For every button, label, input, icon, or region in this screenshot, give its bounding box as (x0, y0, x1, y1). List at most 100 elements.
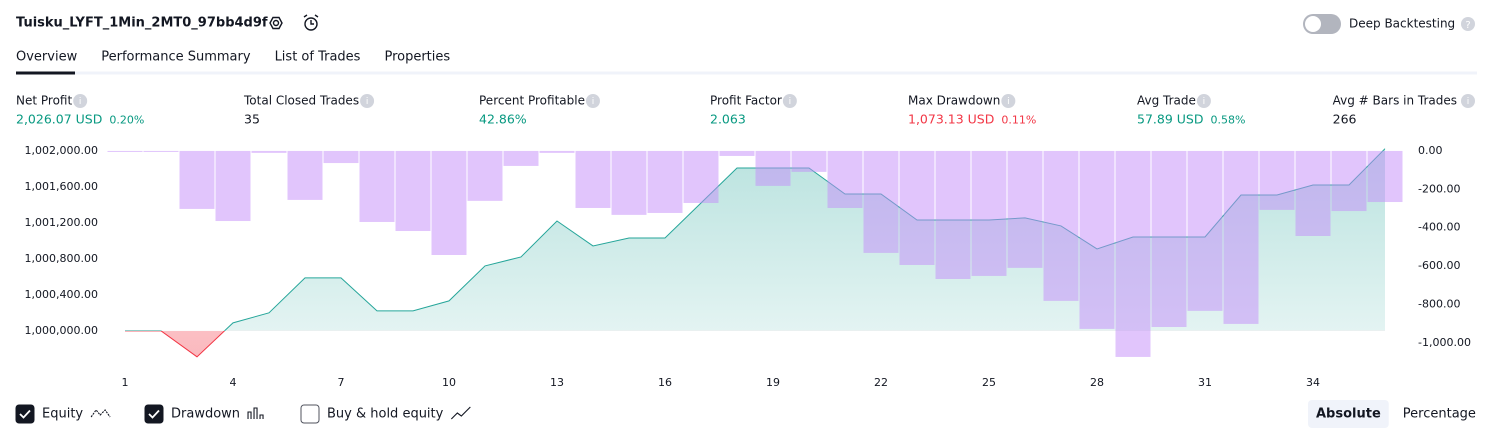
legend-icon (450, 406, 471, 420)
legend-icon (247, 407, 264, 419)
y-tick-label: 1,000,400.00 (25, 288, 98, 301)
y2-tick-label: 0.00 (1418, 144, 1443, 157)
drawdown-bar (215, 150, 251, 222)
drawdown-bar (323, 150, 359, 164)
info-icon[interactable] (360, 94, 375, 108)
stat-label: Avg # Bars in Trades (1333, 94, 1457, 108)
x-tick-label: 1 (122, 376, 129, 389)
stat-change: 0.58% (1210, 114, 1245, 127)
drawdown-bar (611, 150, 647, 215)
x-tick-label: 4 (230, 376, 237, 389)
stat-label: Max Drawdown (908, 94, 1000, 108)
scale-button[interactable]: Percentage (1395, 400, 1484, 428)
info-glyph: i (1203, 97, 1206, 107)
stat-label: Profit Factor (710, 94, 782, 108)
tab[interactable]: Overview (16, 50, 78, 65)
drawdown-bar (1007, 150, 1043, 268)
stat-value: 266 (1333, 112, 1357, 127)
x-tick-label: 25 (982, 376, 996, 389)
info-glyph: i (789, 97, 792, 107)
svg-text:?: ? (1465, 20, 1470, 31)
drawdown-bar (1079, 150, 1115, 329)
drawdown-bar (683, 150, 719, 203)
drawdown-bar (1151, 150, 1187, 327)
scale-button[interactable]: Absolute (1308, 400, 1389, 428)
button-label: Percentage (1403, 407, 1476, 422)
info-icon[interactable] (1196, 94, 1211, 108)
y-tick-label: 1,000,000.00 (25, 324, 98, 337)
drawdown-bar (287, 150, 323, 200)
y2-tick-label: -800.00 (1418, 298, 1460, 311)
legend-label: Drawdown (171, 407, 240, 422)
info-glyph: i (1007, 97, 1010, 107)
stat-label: Avg Trade (1137, 94, 1196, 108)
y-tick-label: 1,002,000.00 (25, 144, 98, 157)
settings-icon[interactable] (269, 16, 283, 30)
drawdown-bar (899, 150, 935, 265)
stat-label: Percent Profitable (479, 94, 585, 108)
drawdown-bar (251, 150, 287, 153)
drawdown-bar (575, 150, 611, 208)
x-tick-label: 28 (1090, 376, 1104, 389)
drawdown-bar (1115, 150, 1151, 357)
x-tick-label: 34 (1306, 376, 1320, 389)
info-icon[interactable] (782, 94, 797, 108)
toggle-label: Deep Backtesting (1349, 17, 1455, 31)
info-icon[interactable] (1001, 94, 1016, 108)
drawdown-bar (1223, 150, 1259, 324)
stat-label: Net Profit (16, 94, 72, 108)
x-tick-label: 22 (874, 376, 888, 389)
deep-backtesting-toggle[interactable] (1303, 14, 1341, 34)
drawdown-bar (827, 150, 863, 208)
drawdown-bar (1367, 150, 1403, 203)
legend-label: Buy & hold equity (327, 407, 444, 422)
x-tick-label: 16 (658, 376, 672, 389)
drawdown-bar (395, 150, 431, 232)
drawdown-bar (1295, 150, 1331, 236)
drawdown-bar (359, 150, 395, 222)
drawdown-bar (719, 150, 755, 156)
checkbox[interactable] (144, 404, 164, 424)
stat-value: 57.89 USD (1137, 112, 1203, 127)
drawdown-bar (791, 150, 827, 172)
y2-tick-label: -600.00 (1418, 259, 1460, 272)
alert-icon[interactable] (303, 14, 319, 31)
help-icon[interactable]: ? (1461, 17, 1475, 31)
drawdown-bar (539, 150, 575, 153)
drawdown-bar (647, 150, 683, 213)
info-glyph: i (1467, 97, 1470, 107)
x-tick-label: 10 (442, 376, 456, 389)
drawdown-bar (863, 150, 899, 253)
stat-value: 2.063 (710, 112, 746, 127)
drawdown-bar (179, 150, 215, 209)
drawdown-bar (503, 150, 539, 166)
x-tick-label: 7 (338, 376, 345, 389)
drawdown-bar (1187, 150, 1223, 311)
button-label: Absolute (1316, 407, 1381, 422)
stat-change: 0.11% (1001, 114, 1036, 127)
y2-tick-label: -1,000.00 (1418, 336, 1471, 349)
tab[interactable]: List of Trades (275, 50, 361, 65)
y-tick-label: 1,001,600.00 (25, 180, 98, 193)
info-icon[interactable] (73, 94, 88, 108)
strategy-title: Tuisku_LYFT_1Min_2MT0_97bb4d9f (16, 16, 268, 31)
checkbox[interactable] (15, 404, 35, 424)
info-icon[interactable] (585, 94, 600, 108)
checkbox[interactable] (300, 404, 320, 424)
drawdown-bar (1331, 150, 1367, 212)
info-icon[interactable] (1461, 94, 1475, 108)
drawdown-bar (107, 150, 143, 152)
button-bg (1308, 400, 1389, 428)
drawdown-bar (1259, 150, 1295, 210)
y-tick-label: 1,001,200.00 (25, 216, 98, 229)
tab[interactable]: Performance Summary (101, 50, 251, 65)
tab[interactable]: Properties (384, 50, 450, 65)
drawdown-bar (1043, 150, 1079, 301)
stat-value: 1,073.13 USD (908, 112, 994, 127)
info-glyph: i (79, 97, 82, 107)
drawdown-bar (143, 150, 179, 152)
active-tab-underline (16, 71, 75, 75)
y-tick-label: 1,000,800.00 (25, 252, 98, 265)
stat-value: 42.86% (479, 112, 527, 127)
